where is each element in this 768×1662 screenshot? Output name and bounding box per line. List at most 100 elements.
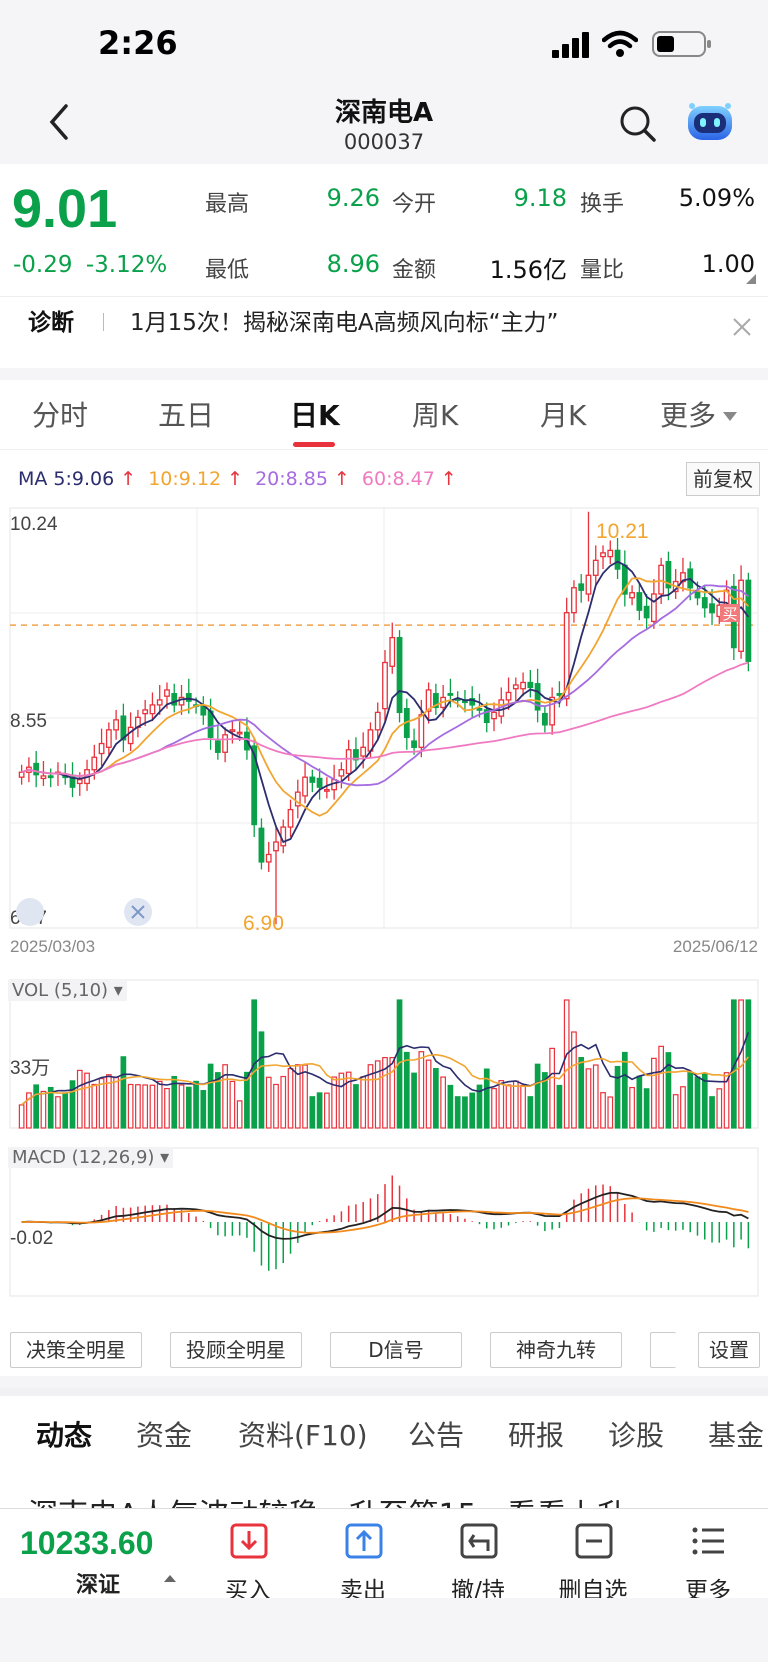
candlestick-chart[interactable]: 10.24 8.55 6.87 2025/03/03 2025/06/12 10… [0, 500, 768, 1380]
buy-button[interactable]: 买入 [198, 1509, 298, 1604]
volume-bar [476, 1084, 483, 1129]
candle [556, 693, 563, 696]
hidden-indicator-button[interactable] [650, 1332, 676, 1368]
vol-indicator-selector[interactable]: VOL (5,10) ▾ [8, 980, 127, 1001]
candle [91, 756, 98, 771]
divider [103, 313, 104, 331]
candle [541, 712, 548, 726]
signal-icon [552, 32, 589, 58]
volume-bar [403, 1051, 410, 1129]
volume-bar [40, 1090, 47, 1129]
volume-bar [629, 1086, 635, 1129]
volume-bar [680, 1086, 686, 1129]
tab-funds[interactable]: 资金 [136, 1419, 193, 1452]
candle [113, 719, 120, 731]
volume-bar [462, 1096, 468, 1129]
expand-corner-icon[interactable] [746, 274, 756, 284]
candle [389, 636, 396, 667]
volume-bar [76, 1069, 83, 1129]
settings-button[interactable]: 设置 [698, 1332, 760, 1368]
macd-indicator-label: MACD (12,26,9) [12, 1147, 155, 1168]
volume-bar [338, 1072, 345, 1129]
candle [236, 731, 243, 735]
candle [164, 689, 170, 697]
tab-more[interactable]: 更多 [660, 399, 717, 432]
candle [360, 746, 367, 757]
back-arrow-icon[interactable] [44, 102, 74, 142]
candle [265, 853, 272, 863]
cancel-hold-button[interactable]: 撤/持 [428, 1509, 528, 1604]
tab-fund[interactable]: 基金 [708, 1419, 765, 1452]
tab-news[interactable]: 动态 [36, 1419, 93, 1452]
candle [534, 683, 541, 711]
search-icon[interactable] [618, 104, 658, 144]
diagnosis-label: 诊断 [28, 310, 74, 336]
home-indicator-area [0, 1598, 768, 1662]
tab-announcements[interactable]: 公告 [408, 1419, 465, 1452]
close-icon[interactable] [730, 315, 754, 339]
ma20-legend: 20:8.85 [255, 468, 328, 490]
volume-bar [454, 1096, 461, 1129]
news-item-peek[interactable]: 深南电A人气波动较稳，升至第15，看看上升 [0, 1468, 768, 1508]
ma-legend: MA 5:9.06 ↑ 10:9.12 ↑ 20:8.85 ↑ 60:8.47 ↑ [18, 468, 463, 490]
volume-bar [745, 999, 752, 1129]
candle [629, 592, 635, 599]
macd-indicator-selector[interactable]: MACD (12,26,9) ▾ [8, 1147, 174, 1168]
open-value: 9.18 [513, 184, 567, 212]
d-signal-button[interactable]: D信号 [330, 1332, 462, 1368]
adjust-mode-button[interactable]: 前复权 [686, 462, 760, 496]
volume-bar [127, 1083, 134, 1129]
candle [425, 689, 432, 712]
expand-icon[interactable] [131, 905, 145, 919]
candle [105, 729, 112, 748]
volume-bar [716, 1088, 723, 1129]
magic-nine-button[interactable]: 神奇九转 [490, 1332, 622, 1368]
candle [483, 709, 490, 724]
ma10-legend: 10:9.12 [148, 468, 222, 490]
ai-assistant-icon[interactable] [684, 100, 736, 144]
candle [527, 681, 534, 689]
tab-five-day[interactable]: 五日 [158, 399, 215, 432]
tab-research[interactable]: 研报 [508, 1419, 565, 1452]
candle [200, 705, 207, 716]
ma5-legend: MA 5:9.06 [18, 468, 115, 490]
candle [302, 776, 308, 797]
stock-code: 000037 [343, 130, 425, 154]
tab-diagnosis[interactable]: 诊股 [608, 1419, 665, 1452]
decision-star-button[interactable]: 决策全明星 [10, 1332, 142, 1368]
candle [353, 749, 359, 761]
volume-bar [265, 1076, 272, 1129]
volume-bar [331, 1076, 337, 1129]
tab-intraday[interactable]: 分时 [32, 399, 89, 432]
volume-bar [353, 1084, 359, 1129]
candle [701, 597, 708, 609]
volume-bar [418, 1051, 425, 1129]
candle [251, 745, 258, 826]
volume-bar [273, 1083, 279, 1129]
tab-profile[interactable]: 资料(F10) [238, 1419, 368, 1452]
price-change: -0.29 -3.12% [13, 252, 167, 278]
tab-daily-k[interactable]: 日K [290, 399, 340, 432]
menu-icon [692, 1527, 724, 1555]
volume-bar [520, 1084, 526, 1129]
volume-bar [571, 1031, 577, 1129]
diagnosis-bar[interactable]: 诊断 1月15次！揭秘深南电A高频风向标“主力” [0, 296, 768, 368]
zoom-out-icon[interactable] [16, 898, 44, 926]
chart-area[interactable]: MA 5:9.06 ↑ 10:9.12 ↑ 20:8.85 ↑ 60:8.47 ↑ 前复… [0, 450, 768, 1375]
sell-button[interactable]: 卖出 [313, 1509, 413, 1604]
volume-ma10-line [21, 1053, 750, 1106]
advisor-star-button[interactable]: 投顾全明星 [170, 1332, 302, 1368]
tab-monthly-k[interactable]: 月K [540, 399, 587, 432]
more-button[interactable]: 更多 [658, 1509, 758, 1604]
volume-bar [549, 1047, 556, 1129]
volume-bar [105, 1074, 112, 1129]
bottom-action-bar: 10233.60 深证 买入 卖出 撤/持 删自选 [0, 1508, 768, 1604]
tab-weekly-k[interactable]: 周K [412, 399, 459, 432]
remove-watchlist-button[interactable]: 删自选 [543, 1509, 643, 1604]
macd-axis-label: -0.02 [10, 1228, 53, 1249]
volume-bar [164, 1087, 170, 1129]
change-value: -0.29 [13, 252, 73, 278]
volume-bar [389, 1056, 396, 1129]
diagnosis-text[interactable]: 1月15次！揭秘深南电A高频风向标“主力” [130, 310, 559, 336]
volume-bar [62, 1092, 69, 1129]
